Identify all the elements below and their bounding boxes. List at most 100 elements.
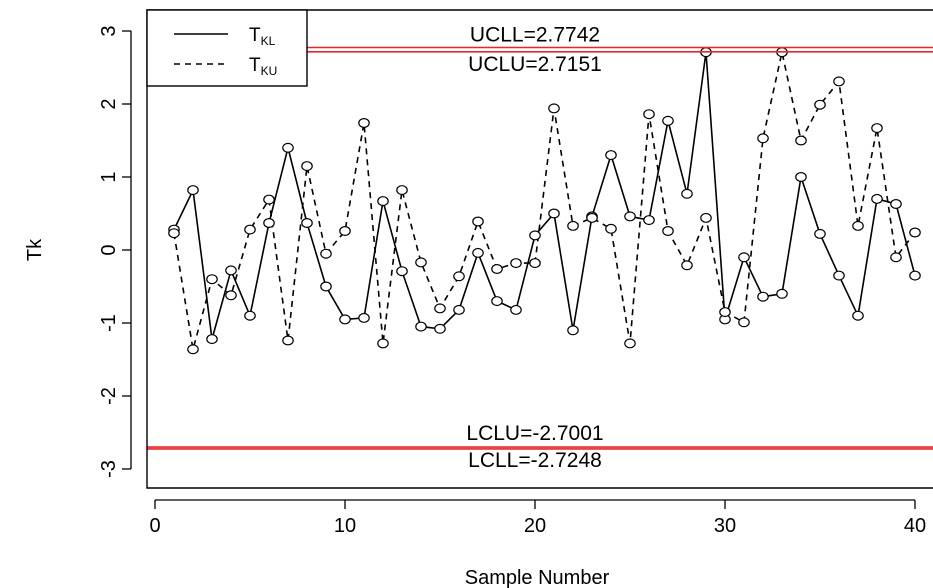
data-point-t-kl [776,288,788,299]
data-point-t-ku [510,258,522,269]
data-point-t-kl [662,115,674,126]
data-point-t-kl [225,265,237,276]
data-point-t-ku [472,216,484,227]
series-lines [173,52,916,350]
control-limit-labels: UCLL=2.7742 UCLU=2.7151 LCLU=-2.7001 LCLL=-… [466,24,603,472]
series-line-t-ku [173,52,916,350]
data-point-t-kl [453,304,465,315]
legend-label-t-kl: TKL [249,25,276,48]
data-point-t-kl [358,312,370,323]
data-point-t-ku [491,264,503,275]
data-point-t-kl [567,325,579,336]
x-tick-label: 40 [904,515,926,537]
control-limits [147,46,933,450]
data-point-t-kl [795,172,807,183]
data-point-t-ku [396,185,408,196]
data-point-t-ku [643,109,655,120]
data-point-t-ku [795,135,807,146]
data-point-t-ku [662,226,674,237]
series-points [168,47,921,355]
data-point-t-ku [206,274,218,285]
limit-label-lclu: LCLU=-2.7001 [466,422,603,445]
data-point-t-ku [757,133,769,144]
x-tick-label: 0 [149,515,160,537]
data-point-t-kl [890,199,902,210]
data-point-t-kl [871,193,883,204]
data-point-t-kl [757,291,769,302]
legend: TKL TKU [146,9,308,87]
axes: 0 10 20 30 40 -3 -2 -1 0 1 2 3 Sample Number Tk [24,9,933,588]
data-point-t-kl [681,188,693,199]
data-point-t-ku [909,227,921,238]
data-point-t-kl [320,281,332,292]
limit-label-ucll: UCLL=2.7742 [470,24,600,47]
data-point-t-ku [301,161,313,172]
data-point-t-ku [225,290,237,301]
legend-box [146,9,308,87]
y-tick-label: 1 [98,171,120,182]
data-point-t-ku [377,338,389,349]
data-point-t-kl [738,252,750,263]
data-point-t-ku [681,260,693,271]
data-point-t-kl [244,310,256,321]
plot-frame [146,9,933,489]
data-point-t-ku [358,117,370,128]
x-tick-label: 20 [524,515,546,537]
data-point-t-ku [434,303,446,314]
data-point-t-kl [909,270,921,281]
data-point-t-kl [377,196,389,207]
data-point-t-ku [586,212,598,223]
data-point-t-ku [263,194,275,205]
y-tick-label: -3 [98,460,120,478]
y-tick-label: 0 [98,244,120,255]
data-point-t-kl [491,296,503,307]
data-point-t-ku [529,258,541,269]
data-point-t-kl [187,185,199,196]
y-tick-label: 3 [98,25,120,36]
data-point-t-ku [548,103,560,114]
data-point-t-kl [833,270,845,281]
data-point-t-ku [453,271,465,282]
series-line-t-kl [173,52,916,340]
limit-label-lcll: LCLL=-2.7248 [468,449,602,472]
data-point-t-ku [567,220,579,231]
data-point-t-kl [206,334,218,345]
data-point-t-kl [339,314,351,325]
data-point-t-ku [890,252,902,263]
y-tick-label: -1 [98,314,120,332]
data-point-t-kl [605,150,617,161]
data-point-t-kl [472,247,484,258]
data-point-t-ku [320,248,332,259]
limit-label-uclu: UCLU=2.7151 [468,53,602,76]
x-tick-label: 30 [714,515,736,537]
data-point-t-kl [396,266,408,277]
data-point-t-kl [529,230,541,241]
data-point-t-ku [415,257,427,268]
data-point-t-ku [624,338,636,349]
data-point-t-ku [700,212,712,223]
data-point-t-kl [814,228,826,239]
data-point-t-ku [339,226,351,237]
x-tick-label: 10 [334,515,356,537]
data-point-t-kl [434,323,446,334]
legend-label-t-ku: TKU [249,55,277,78]
y-tick-label: 2 [98,98,120,109]
data-point-t-kl [301,218,313,229]
data-point-t-ku [605,223,617,234]
data-point-t-ku [833,76,845,87]
x-axis-title: Sample Number [465,567,610,588]
data-point-t-ku [814,99,826,110]
data-point-t-kl [510,304,522,315]
data-point-t-ku [168,228,180,239]
data-point-t-kl [548,208,560,219]
y-axis-title: Tk [24,238,46,261]
data-point-t-kl [852,310,864,321]
data-point-t-ku [871,123,883,134]
data-point-t-ku [719,307,731,318]
data-point-t-kl [282,142,294,153]
y-tick-label: -2 [98,387,120,405]
data-point-t-ku [187,344,199,355]
data-point-t-kl [415,321,427,332]
data-point-t-kl [624,211,636,222]
